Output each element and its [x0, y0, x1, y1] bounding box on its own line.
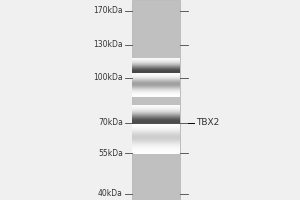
Text: 40kDa: 40kDa: [98, 189, 123, 198]
Text: 100kDa: 100kDa: [93, 73, 123, 82]
Bar: [132, 0, 180, 200]
Text: 130kDa: 130kDa: [93, 40, 123, 49]
Text: 55kDa: 55kDa: [98, 149, 123, 158]
Text: 70kDa: 70kDa: [98, 118, 123, 127]
Text: 170kDa: 170kDa: [93, 6, 123, 15]
Text: TBX2: TBX2: [196, 118, 220, 127]
